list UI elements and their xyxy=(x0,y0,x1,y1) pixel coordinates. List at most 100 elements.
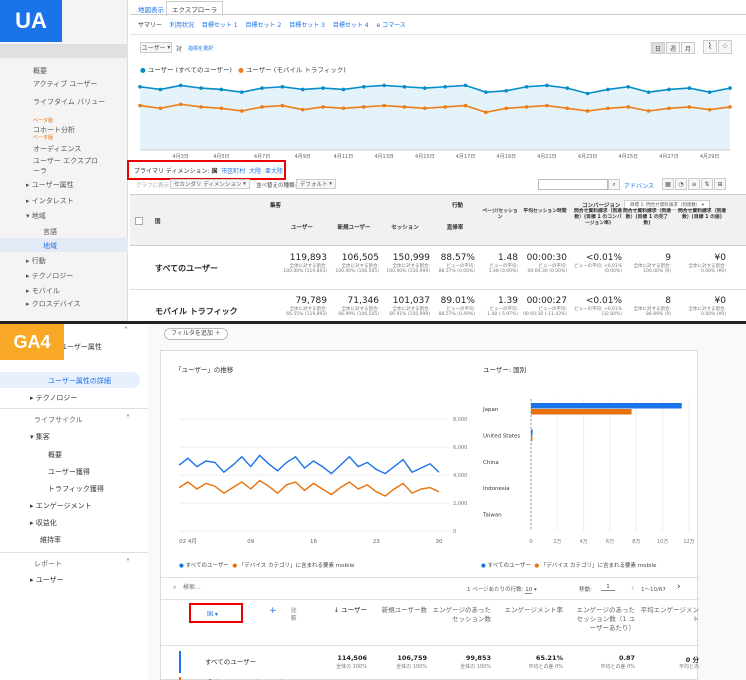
ua-nav-cohort[interactable]: コホート分析 xyxy=(33,126,75,134)
ga4-col-header[interactable]: 平均エンゲージメント xyxy=(640,606,699,623)
ua-table-search[interactable] xyxy=(538,179,608,190)
ga4-rows-per-page-select[interactable]: 10 xyxy=(525,587,533,594)
ua-nav-user-explorer[interactable]: ユーザー エクスプローラ xyxy=(33,157,98,175)
ua-nav-geo[interactable]: ▾ 地域 xyxy=(26,211,46,221)
ua-col-header[interactable]: 問合せ資料請求（到達数）(目標 1 のコンバージョン率) xyxy=(574,209,622,226)
search-icon[interactable]: ⌕ xyxy=(173,584,177,591)
line-chart-icon[interactable]: ⌇ xyxy=(703,40,717,54)
ua-data-point xyxy=(585,91,590,96)
ga4-col-header[interactable]: エンゲージのあったセッション数（1 ユーザーあたり） xyxy=(576,606,635,632)
ga4-nav-overview[interactable]: 概要 xyxy=(48,451,62,459)
chevron-right-icon[interactable]: › xyxy=(677,582,681,592)
ua-nav-behavior[interactable]: ▸ 行動 xyxy=(26,256,46,266)
ua-subtab-usage[interactable]: 利用状況 xyxy=(169,22,194,29)
ga4-nav-monetization[interactable]: ▸ 収益化 xyxy=(30,518,57,528)
ga4-col-header[interactable]: エンゲージのあったセッション数 xyxy=(432,606,491,623)
ua-primary-dim-city[interactable]: 市区町村 xyxy=(221,168,246,175)
ga4-col-header[interactable]: 新規ユーザー数 xyxy=(381,606,427,614)
ga4-col-header[interactable]: ↓ ユーザー xyxy=(333,606,367,614)
ua-plot-rows[interactable]: グラフに表示 xyxy=(136,183,170,189)
ua-x-tick-label: 4月23日 xyxy=(578,154,598,160)
ua-col-header[interactable]: 新規ユーザー xyxy=(337,225,371,231)
ga4-nav-user[interactable]: ▸ ユーザー xyxy=(30,575,64,585)
ua-col-header[interactable]: 問合せ資料請求（到達数）(目標 1 の値) xyxy=(678,209,726,220)
ua-nav-lifetime-value[interactable]: ライフタイム バリュー xyxy=(33,98,106,106)
ga4-nav-technology[interactable]: ▸ テクノロジー xyxy=(30,393,77,403)
ua-subtab-ecommerce[interactable]: e コマース xyxy=(376,22,406,29)
ua-nav-demographics[interactable]: ▸ ユーザー属性 xyxy=(26,180,74,190)
ua-dim-header[interactable]: 国 xyxy=(155,219,161,225)
ga4-nav-engagement[interactable]: ▸ エンゲージメント xyxy=(30,501,92,511)
chevron-up-icon[interactable]: ˄ xyxy=(126,414,130,423)
ua-nav-mobile[interactable]: ▸ モバイル xyxy=(26,286,60,296)
ua-subtab-goal2[interactable]: 目標セット 2 xyxy=(245,22,282,29)
ga4-nav-user-attr-detail[interactable]: ユーザー属性の詳細 xyxy=(48,377,111,385)
ua-metric-pick[interactable]: 指標を選択 xyxy=(188,46,214,52)
chevron-up-icon[interactable]: ˄ xyxy=(126,558,130,567)
ua-tab-explorer[interactable]: エクスプローラ xyxy=(166,1,224,16)
motion-chart-icon[interactable]: ⁘ xyxy=(718,40,732,54)
ua-primary-dim-country[interactable]: 国 xyxy=(211,168,218,175)
ua-view-month[interactable]: 月 xyxy=(681,42,695,54)
ua-advanced-link[interactable]: アドバンス xyxy=(624,183,655,190)
ua-data-point xyxy=(321,105,325,109)
ua-table-divider xyxy=(130,245,746,246)
ua-nav-technology[interactable]: ▸ テクノロジー xyxy=(26,271,73,281)
ga4-nav-reports[interactable]: レポート xyxy=(34,560,62,568)
ua-tab-map[interactable]: 地図表示 xyxy=(138,6,164,14)
ua-nav-audiences[interactable]: オーディエンス xyxy=(33,145,82,153)
ga4-nav-acquisition-label: 集客 xyxy=(35,433,50,441)
ua-view-day[interactable]: 日 xyxy=(651,42,665,54)
ua-nav-crossdevice[interactable]: ▸ クロスデバイス xyxy=(26,299,81,309)
ga4-dim-select[interactable]: 国 ▾ xyxy=(207,611,218,618)
ga4-nav-user-acq[interactable]: ユーザー獲得 xyxy=(48,468,90,476)
ua-sort-select[interactable]: デフォルト ▾ xyxy=(296,179,336,189)
ua-col-header[interactable]: セッション xyxy=(391,225,419,231)
ga4-nav-traffic-acq[interactable]: トラフィック獲得 xyxy=(48,485,104,493)
ua-col-header[interactable]: ページ/セッション xyxy=(482,209,518,220)
ua-nav-active-users[interactable]: アクティブ ユーザー xyxy=(33,80,98,88)
caret-right-icon: ▸ xyxy=(26,300,32,308)
ga4-search-input[interactable] xyxy=(183,582,333,593)
ua-x-tick-label: 4月29日 xyxy=(700,154,720,160)
ua-nav-overview[interactable]: 概要 xyxy=(33,67,47,75)
ua-secondary-dim[interactable]: セカンダリ ディメンション ▾ xyxy=(170,179,250,189)
ua-conv-select[interactable]: 目標 1: 問合せ資料請求（到達数） ▾ xyxy=(624,200,710,210)
ga4-compare-label[interactable]: 比較 xyxy=(291,608,297,622)
ua-subtab-summary[interactable]: サマリー xyxy=(138,22,163,29)
performance-view-icon[interactable]: ≡ xyxy=(688,178,700,190)
plus-icon[interactable]: + xyxy=(269,606,277,616)
ua-data-point xyxy=(361,84,366,89)
ua-table-cell: 79,789 xyxy=(295,296,328,306)
ga4-nav-acquisition[interactable]: ▾ 集客 xyxy=(30,432,50,442)
ga4-col-header[interactable]: エンゲージメント率 xyxy=(504,606,563,614)
ua-nav-language[interactable]: 言語 xyxy=(43,228,57,236)
ua-view-week[interactable]: 週 xyxy=(666,42,680,54)
ga4-nav-retention[interactable]: 維持率 xyxy=(40,536,61,544)
ga4-nav-lifecycle[interactable]: ライフサイクル xyxy=(34,416,83,424)
pivot-view-icon[interactable]: ⊞ xyxy=(714,178,726,190)
ua-col-header[interactable]: 直帰率 xyxy=(446,225,464,231)
chevron-up-icon[interactable]: ˄ xyxy=(124,326,128,335)
ua-metric-select[interactable]: ユーザー ▾ xyxy=(140,42,172,53)
ua-subtab-goal1[interactable]: 目標セット 1 xyxy=(201,22,238,29)
ua-primary-dim-continent[interactable]: 大陸 xyxy=(249,168,262,175)
ua-table-cell: 8 xyxy=(665,296,671,306)
compare-view-icon[interactable]: ⇅ xyxy=(701,178,713,190)
search-icon[interactable]: ⌕ xyxy=(608,179,620,190)
ua-col-header[interactable]: 問合せ資料請求（到達数）(目標 1 の完了数) xyxy=(623,209,671,226)
ua-col-header[interactable]: 平均セッション時間 xyxy=(523,209,567,214)
ua-primary-dim-subcontinent[interactable]: 亜大陸 xyxy=(264,168,283,175)
ua-select-all-checkbox[interactable] xyxy=(135,217,143,225)
ua-nav-interests[interactable]: ▸ インタレスト xyxy=(26,196,74,206)
ga4-goto-input[interactable]: 1 xyxy=(601,584,615,591)
ua-subtab-goal4[interactable]: 目標セット 4 xyxy=(332,22,369,29)
table-view-icon[interactable]: ▦ xyxy=(662,178,674,190)
ua-col-header[interactable]: ユーザー xyxy=(291,225,313,231)
pie-view-icon[interactable]: ◔ xyxy=(675,178,687,190)
ga4-filter-button[interactable]: フィルタを追加 ＋ xyxy=(164,328,228,340)
ua-nav-location[interactable]: 地域 xyxy=(43,242,57,250)
chevron-left-icon[interactable]: ‹ xyxy=(631,583,635,592)
ua-subtab-goal3[interactable]: 目標セット 3 xyxy=(289,22,325,29)
ga4-nav-user-attr[interactable]: ユーザー属性 xyxy=(60,343,102,351)
